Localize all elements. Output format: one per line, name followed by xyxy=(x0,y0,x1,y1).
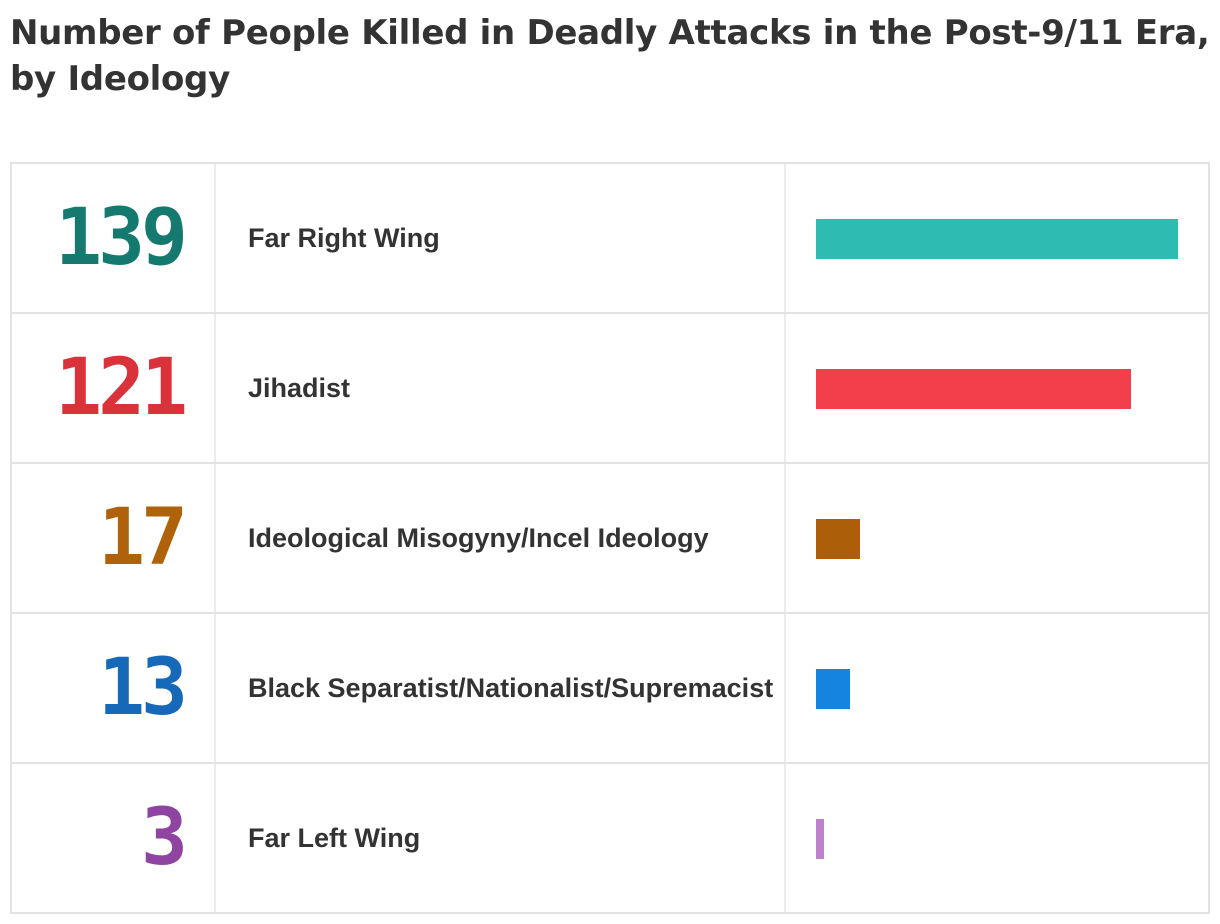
bar xyxy=(816,219,1178,259)
value-cell: 17 xyxy=(12,464,216,612)
table-row: 13 Black Separatist/Nationalist/Supremaci… xyxy=(12,614,1208,764)
value-label: 13 xyxy=(98,643,188,733)
table-row: 139 Far Right Wing xyxy=(12,164,1208,314)
value-label: 139 xyxy=(55,193,188,283)
value-cell: 139 xyxy=(12,164,216,312)
table-row: 121 Jihadist xyxy=(12,314,1208,464)
value-label: 3 xyxy=(141,793,188,883)
category-cell: Ideological Misogyny/Incel Ideology xyxy=(216,464,786,612)
category-label: Far Left Wing xyxy=(248,823,421,853)
category-label: Ideological Misogyny/Incel Ideology xyxy=(248,523,709,553)
category-label: Black Separatist/Nationalist/Supremacist xyxy=(248,673,774,703)
bar-cell xyxy=(786,464,1208,612)
bar-cell xyxy=(786,314,1208,462)
category-cell: Far Right Wing xyxy=(216,164,786,312)
chart-title: Number of People Killed in Deadly Attack… xyxy=(10,13,1210,99)
value-label: 17 xyxy=(98,493,188,583)
bar xyxy=(816,819,824,859)
table-row: 17 Ideological Misogyny/Incel Ideology xyxy=(12,464,1208,614)
table-row: 3 Far Left Wing xyxy=(12,764,1208,912)
chart-table: 139 Far Right Wing 121 Jihadist 17 Ideologica… xyxy=(10,162,1210,914)
bar-cell xyxy=(786,164,1208,312)
category-label: Far Right Wing xyxy=(248,223,440,253)
category-cell: Black Separatist/Nationalist/Supremacist xyxy=(216,614,786,762)
value-label: 121 xyxy=(55,343,188,433)
bar-cell xyxy=(786,764,1208,912)
value-cell: 3 xyxy=(12,764,216,912)
bar-cell xyxy=(786,614,1208,762)
bar xyxy=(816,669,850,709)
category-cell: Jihadist xyxy=(216,314,786,462)
value-cell: 13 xyxy=(12,614,216,762)
category-cell: Far Left Wing xyxy=(216,764,786,912)
bar xyxy=(816,519,860,559)
category-label: Jihadist xyxy=(248,373,351,403)
bar xyxy=(816,369,1131,409)
value-cell: 121 xyxy=(12,314,216,462)
